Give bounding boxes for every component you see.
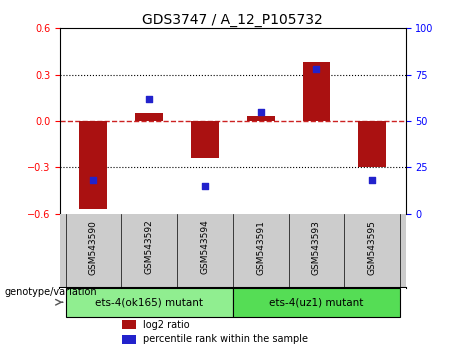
Bar	[122, 335, 136, 344]
Text: GSM543594: GSM543594	[201, 220, 209, 274]
Text: ets-4(uz1) mutant: ets-4(uz1) mutant	[269, 297, 364, 307]
Text: log2 ratio: log2 ratio	[143, 320, 189, 330]
Text: percentile rank within the sample: percentile rank within the sample	[143, 334, 308, 344]
Bar	[65, 288, 233, 316]
Text: genotype/variation: genotype/variation	[5, 287, 97, 297]
Text: GSM543591: GSM543591	[256, 220, 265, 275]
Bar	[247, 116, 275, 121]
Bar	[79, 121, 107, 209]
Text: ets-4(ok165) mutant: ets-4(ok165) mutant	[95, 297, 203, 307]
Point	[313, 66, 320, 72]
Text: GSM543592: GSM543592	[145, 220, 154, 274]
Point	[368, 178, 376, 183]
Bar	[302, 62, 331, 121]
Point	[257, 109, 264, 115]
Bar	[233, 288, 400, 316]
Text: GSM543590: GSM543590	[89, 220, 98, 275]
Bar	[135, 113, 163, 121]
Title: GDS3747 / A_12_P105732: GDS3747 / A_12_P105732	[142, 13, 323, 27]
Bar	[122, 320, 136, 329]
Point	[146, 96, 153, 102]
Point	[201, 183, 209, 189]
Bar	[358, 121, 386, 167]
Point	[90, 178, 97, 183]
Bar	[191, 121, 219, 158]
Text: GSM543593: GSM543593	[312, 220, 321, 275]
Text: GSM543595: GSM543595	[368, 220, 377, 275]
